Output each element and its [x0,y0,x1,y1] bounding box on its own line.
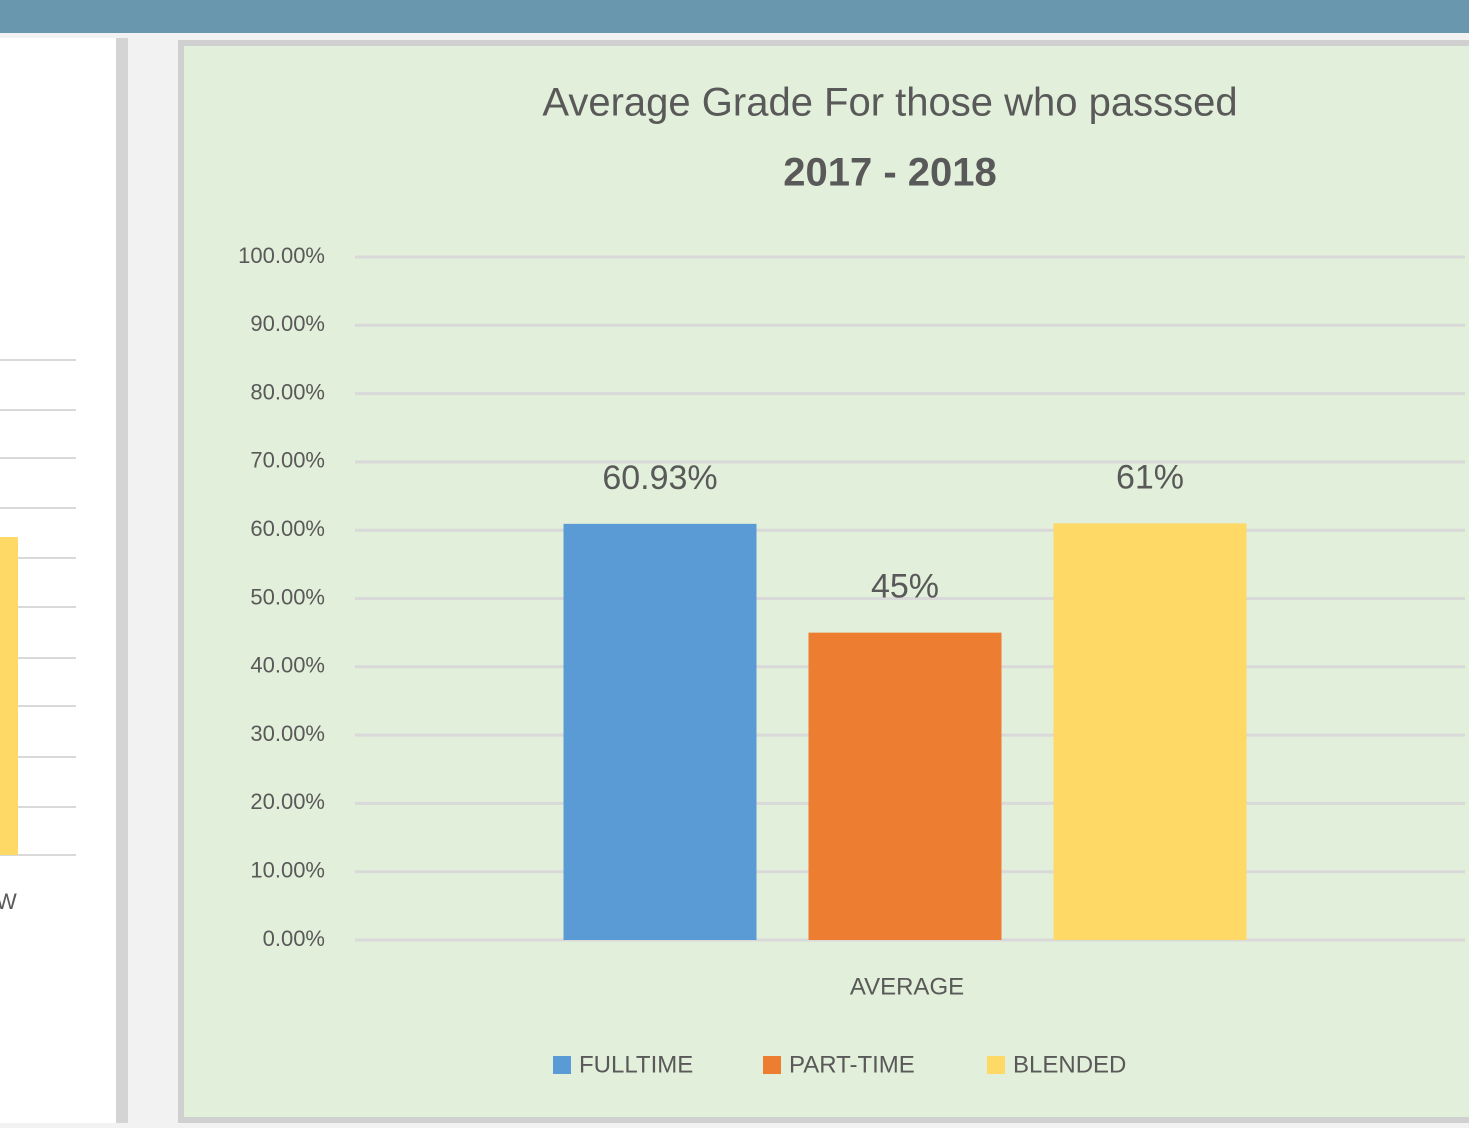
header-bar [0,0,1469,33]
bar [808,632,1002,940]
y-tick-label: 60.00% [250,516,325,541]
legend-label: FULLTIME [579,1051,693,1078]
y-tick-label: 40.00% [250,653,325,678]
side-bar [0,537,18,855]
value-label: 45% [871,568,939,606]
legend-label: PART-TIME [789,1051,915,1078]
bar [1053,523,1247,940]
chart-subtitle: 2017 - 2018 [783,151,997,195]
chart-title: Average Grade For those who passsed [542,81,1237,125]
legend-swatch [763,1056,781,1074]
y-tick-label: 30.00% [250,721,325,746]
side-panel-border [116,38,128,1123]
chart-panel [178,40,1469,1123]
side-panel [0,38,122,1123]
y-tick-label: 0.00% [263,926,325,951]
value-label: 60.93% [602,459,717,497]
legend-swatch [987,1056,1005,1074]
bar [563,523,757,940]
y-tick-label: 50.00% [250,584,325,609]
side-label: W [0,889,17,914]
y-tick-label: 70.00% [250,448,325,473]
value-label: 61% [1116,458,1184,496]
legend-label: BLENDED [1013,1051,1126,1078]
y-tick-label: 100.00% [238,243,325,268]
x-tick-label: AVERAGE [850,973,964,1000]
y-tick-label: 10.00% [250,858,325,883]
y-tick-label: 80.00% [250,379,325,404]
legend-swatch [553,1056,571,1074]
y-tick-label: 90.00% [250,311,325,336]
y-tick-label: 20.00% [250,789,325,814]
